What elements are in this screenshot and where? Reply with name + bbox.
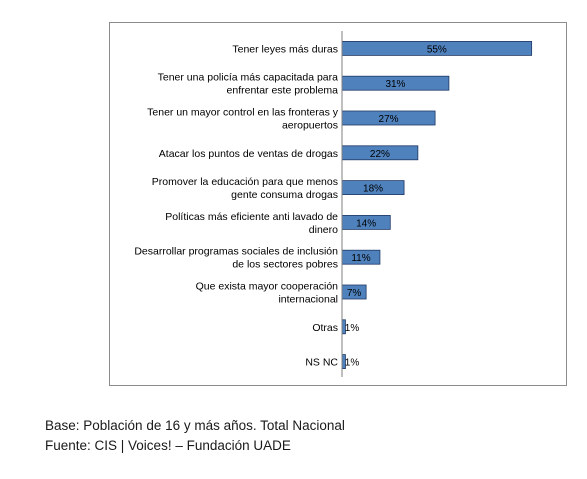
value-label: 1% — [345, 323, 360, 334]
value-labels: 55% 31% 27% 22% 18% 14% 11% 7% 1% 1% — [345, 44, 447, 368]
value-label: 31% — [385, 79, 405, 90]
value-label: 27% — [379, 114, 399, 125]
category-label: Desarrollar programas sociales de inclus… — [134, 246, 338, 271]
value-label: 11% — [351, 253, 370, 264]
category-label: Políticas más eficiente anti lavado de di… — [165, 211, 338, 236]
bars — [341, 40, 533, 370]
value-label: 7% — [347, 288, 362, 299]
category-label: Tener leyes más duras — [232, 43, 338, 55]
bar-chart: Tener leyes más duras Tener una policía m… — [134, 31, 533, 377]
value-label: 22% — [370, 149, 390, 160]
value-label: 1% — [345, 358, 360, 369]
chart-frame: Tener leyes más duras Tener una policía m… — [109, 22, 567, 386]
value-label: 18% — [363, 184, 383, 195]
category-label: Otras — [312, 322, 338, 334]
category-label: Que exista mayor cooperación internaciona… — [196, 281, 339, 306]
category-labels: Tener leyes más duras Tener una policía m… — [134, 43, 338, 368]
category-label: Atacar los puntos de ventas de drogas — [159, 148, 338, 160]
category-label: Tener un mayor control en las fronteras … — [147, 107, 339, 132]
category-label: NS NC — [305, 357, 338, 369]
value-label: 14% — [356, 218, 376, 229]
category-label: Tener una policía más capacitada para enf… — [158, 72, 339, 97]
category-label: Promover la educación para que menos gent… — [152, 176, 338, 201]
source-footnote: Fuente: CIS | Voices! – Fundación UADE — [45, 438, 291, 453]
value-label: 55% — [427, 44, 447, 55]
base-footnote: Base: Población de 16 y más años. Total … — [45, 418, 345, 433]
